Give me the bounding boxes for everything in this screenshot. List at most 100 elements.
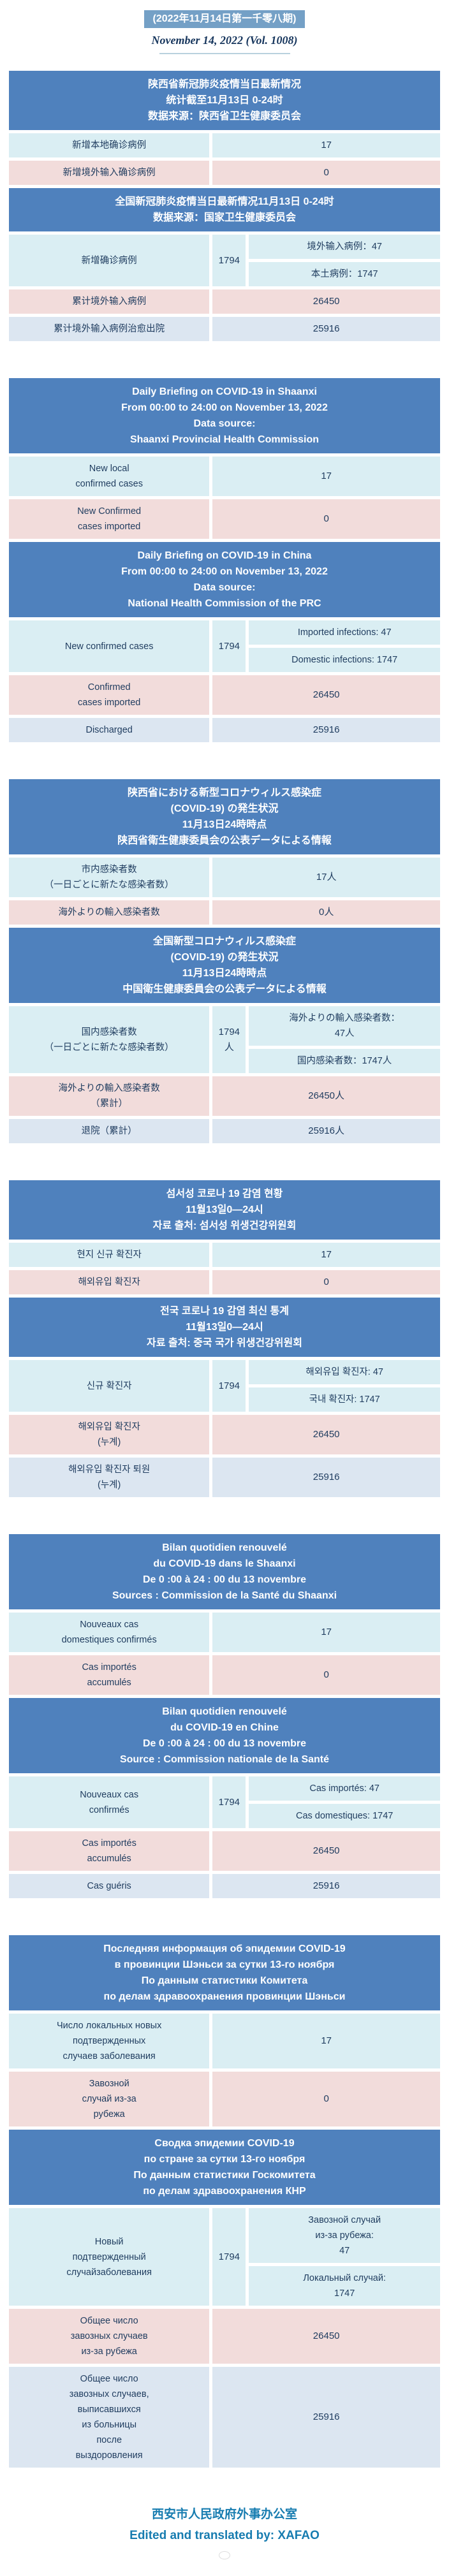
stat-label: 해외유입 확진자 (누계)	[9, 1415, 210, 1454]
imported-infections-cell: 海外よりの輸入感染者数： 47人	[249, 1006, 440, 1046]
table-row: 累计境外输入病例治愈出院 25916	[9, 317, 440, 341]
table-row-split: 新增确诊病例 1794 境外输入病例：47 本土病例：1747	[9, 235, 440, 286]
stat-value: 25916	[212, 718, 440, 742]
stat-label: Confirmed cases imported	[9, 675, 210, 715]
table-row-split: 国内感染者数 （一日ごとに新たな感染者数） 1794人 海外よりの輸入感染者数：…	[9, 1006, 440, 1073]
stat-label: 退院（累計）	[9, 1119, 210, 1143]
shaanxi-table-title: 陕西省における新型コロナウィルス感染症 (COVID-19) の発生状況 11月…	[9, 779, 440, 854]
total-new-cases: 1794	[212, 235, 246, 286]
table-row: 新增本地确诊病例 17	[9, 133, 440, 157]
table-row: 累计境外输入病例 26450	[9, 289, 440, 314]
stat-label: 신규 확진자	[9, 1360, 210, 1412]
table-row: Cas importés accumulés 26450	[9, 1831, 440, 1871]
case-breakdown: Imported infections: 47 Domestic infecti…	[249, 620, 440, 672]
stat-label: Завозной случай из-за рубежа	[9, 2072, 210, 2126]
divider-line	[159, 53, 290, 54]
stat-value: 0	[212, 2072, 440, 2126]
total-new-cases: 1794	[212, 1360, 246, 1412]
briefing-section-english: Daily Briefing on COVID-19 in Shaanxi Fr…	[9, 378, 440, 742]
imported-infections-cell: 境外输入病例：47	[249, 235, 440, 259]
case-breakdown: Cas importés: 47 Cas domestiques: 1747	[249, 1776, 440, 1828]
stat-value: 25916人	[212, 1119, 440, 1143]
stat-label: 市内感染者数 （一日ごとに新たな感染者数）	[9, 858, 210, 897]
table-row: New Confirmed cases imported 0	[9, 499, 440, 539]
issue-title: (2022年11月14日第一千零八期)	[144, 10, 305, 28]
footer: 西安市人民政府外事办公室 Edited and translated by: X…	[0, 2505, 449, 2576]
china-table-title: Bilan quotidien renouvelé du COVID-19 en…	[9, 1698, 440, 1773]
table-row-split: Nouveaux cas confirmés 1794 Cas importés…	[9, 1776, 440, 1828]
stat-label: 해외유입 확진자 퇴원 (누계)	[9, 1458, 210, 1497]
stat-label: Cas importés accumulés	[9, 1655, 210, 1695]
stat-value: 17	[212, 133, 440, 157]
case-breakdown: 海外よりの輸入感染者数： 47人 国内感染者数：1747人	[249, 1006, 440, 1073]
masthead: (2022年11月14日第一千零八期) November 14, 2022 (V…	[0, 0, 449, 54]
watermark-circle	[219, 2551, 230, 2559]
table-row: Завозной случай из-за рубежа 0	[9, 2072, 440, 2126]
stat-value: 25916	[212, 1874, 440, 1898]
total-new-cases: 1794	[212, 2208, 246, 2306]
stat-value: 17	[212, 1613, 440, 1652]
stat-value: 0	[212, 499, 440, 539]
briefing-section-japanese: 陕西省における新型コロナウィルス感染症 (COVID-19) の発生状況 11月…	[9, 779, 440, 1143]
stat-label: 해외유입 확진자	[9, 1270, 210, 1294]
table-row-split: New confirmed cases 1794 Imported infect…	[9, 620, 440, 672]
stat-label: Общее число завозных случаев из-за рубеж…	[9, 2309, 210, 2364]
stat-label: New Confirmed cases imported	[9, 499, 210, 539]
table-row-split: 신규 확진자 1794 해외유입 확진자: 47 국내 확진자: 1747	[9, 1360, 440, 1412]
table-row: Discharged 25916	[9, 718, 440, 742]
table-row: 退院（累計） 25916人	[9, 1119, 440, 1143]
stat-value: 17人	[212, 858, 440, 897]
case-breakdown: 境外输入病例：47 本土病例：1747	[249, 235, 440, 286]
table-row: 현지 신규 확진자 17	[9, 1243, 440, 1267]
stat-label: 海外よりの輸入感染者数 （累計）	[9, 1076, 210, 1116]
issue-subtitle: November 14, 2022 (Vol. 1008)	[151, 34, 298, 47]
stat-value: 0人	[212, 900, 440, 925]
stat-label: Число локальных новых подтвержденных слу…	[9, 2014, 210, 2068]
stat-label: 新增确诊病例	[9, 235, 210, 286]
stat-label: Cas guéris	[9, 1874, 210, 1898]
stat-value: 26450	[212, 1831, 440, 1871]
stat-value: 0	[212, 161, 440, 185]
stat-value: 0	[212, 1655, 440, 1695]
shaanxi-table-title: Bilan quotidien renouvelé du COVID-19 da…	[9, 1534, 440, 1609]
table-row: 해외유입 확진자 (누계) 26450	[9, 1415, 440, 1454]
stat-label: New confirmed cases	[9, 620, 210, 672]
table-row: Cas guéris 25916	[9, 1874, 440, 1898]
case-breakdown: Завозной случай из-за рубежа: 47 Локальн…	[249, 2208, 440, 2306]
table-row-split: Новый подтвержденный случайзаболевания 1…	[9, 2208, 440, 2306]
briefing-section-french: Bilan quotidien renouvelé du COVID-19 da…	[9, 1534, 440, 1898]
table-row: 海外よりの輸入感染者数 0人	[9, 900, 440, 925]
footer-office-name: 西安市人民政府外事办公室	[151, 2508, 297, 2521]
footer-credit: Edited and translated by: XAFAO	[129, 2529, 320, 2542]
stat-value: 26450	[212, 2309, 440, 2364]
total-new-cases: 1794	[212, 620, 246, 672]
stat-label: 新增境外输入确诊病例	[9, 161, 210, 185]
imported-infections-cell: Завозной случай из-за рубежа: 47	[249, 2208, 440, 2263]
imported-infections-cell: Imported infections: 47	[249, 620, 440, 645]
stat-value: 25916	[212, 2367, 440, 2468]
stat-label: 현지 신규 확진자	[9, 1243, 210, 1267]
stat-label: Nouveaux cas domestiques confirmés	[9, 1613, 210, 1652]
case-breakdown: 해외유입 확진자: 47 국내 확진자: 1747	[249, 1360, 440, 1412]
table-row: New local confirmed cases 17	[9, 457, 440, 496]
stat-value: 25916	[212, 1458, 440, 1497]
stat-label: Discharged	[9, 718, 210, 742]
table-row: Число локальных новых подтвержденных слу…	[9, 2014, 440, 2068]
stat-label: 累计境外输入病例治愈出院	[9, 317, 210, 341]
table-row: 新增境外输入确诊病例 0	[9, 161, 440, 185]
stat-label: New local confirmed cases	[9, 457, 210, 496]
stat-value: 26450	[212, 675, 440, 715]
stat-label: 累计境外输入病例	[9, 289, 210, 314]
table-row: Cas importés accumulés 0	[9, 1655, 440, 1695]
stat-value: 17	[212, 1243, 440, 1267]
domestic-infections-cell: 本土病例：1747	[249, 262, 440, 286]
stat-label: Cas importés accumulés	[9, 1831, 210, 1871]
table-row: Общее число завозных случаев, выписавших…	[9, 2367, 440, 2468]
total-new-cases: 1794	[212, 1776, 246, 1828]
stat-label: Новый подтвержденный случайзаболевания	[9, 2208, 210, 2306]
shaanxi-table-title: 陕西省新冠肺炎疫情当日最新情况 统计截至11月13日 0-24时 数据来源：陕西…	[9, 71, 440, 130]
domestic-infections-cell: Cas domestiques: 1747	[249, 1804, 440, 1828]
table-row: 해외유입 확진자 0	[9, 1270, 440, 1294]
table-row: 海外よりの輸入感染者数 （累計） 26450人	[9, 1076, 440, 1116]
